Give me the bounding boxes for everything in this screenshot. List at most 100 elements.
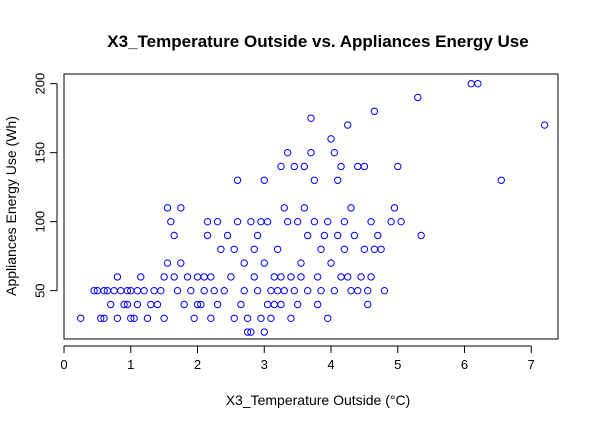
data-point (317, 245, 325, 253)
data-point (227, 273, 235, 281)
data-point (347, 204, 355, 212)
data-point (330, 148, 339, 157)
data-point (340, 217, 349, 226)
data-point (157, 286, 165, 295)
data-point (150, 286, 158, 295)
data-point (270, 300, 278, 309)
y-axis: 50 100 150 200 (33, 73, 58, 298)
data-point (280, 286, 288, 295)
data-point (257, 314, 265, 322)
data-point (267, 286, 275, 295)
data-point (130, 314, 138, 322)
data-point (344, 121, 352, 129)
data-point (113, 314, 122, 322)
data-point (133, 286, 142, 295)
data-point (200, 286, 208, 295)
data-points (76, 79, 549, 336)
data-point (190, 314, 198, 322)
data-point (123, 286, 132, 295)
data-point (340, 245, 349, 253)
data-point (140, 286, 148, 295)
data-point (323, 314, 332, 322)
x-tick-label: 7 (528, 357, 535, 372)
data-point (307, 114, 315, 122)
x-tick-label: 4 (327, 357, 334, 372)
data-point (303, 231, 312, 240)
data-point (293, 217, 302, 226)
data-point (414, 93, 422, 102)
data-point (300, 162, 309, 171)
x-tick-label: 3 (261, 357, 268, 372)
data-point (293, 300, 302, 309)
data-point (354, 286, 362, 295)
data-point (327, 135, 335, 143)
data-point (334, 231, 342, 240)
data-point (313, 300, 322, 309)
data-point (203, 217, 212, 226)
data-point (110, 286, 118, 295)
data-point (277, 273, 285, 281)
data-point (260, 328, 268, 336)
data-point (123, 300, 132, 309)
data-point (237, 300, 245, 309)
data-point (323, 217, 332, 226)
data-point (133, 300, 142, 309)
data-point (170, 273, 178, 281)
data-point (283, 217, 292, 226)
data-point (233, 217, 242, 226)
data-point (153, 300, 162, 309)
data-point (177, 204, 185, 212)
data-point (213, 217, 222, 226)
data-point (160, 273, 168, 281)
data-point (253, 286, 262, 295)
x-tick-label: 0 (60, 357, 67, 372)
data-point (310, 176, 319, 184)
data-point (394, 162, 402, 171)
data-point (180, 300, 188, 309)
data-point (360, 245, 369, 253)
data-point (263, 217, 272, 226)
data-point (303, 286, 312, 295)
data-point (160, 314, 168, 322)
data-point (317, 286, 325, 295)
data-point (233, 176, 242, 184)
data-point (380, 286, 389, 295)
data-point (390, 204, 399, 212)
data-point (260, 259, 268, 267)
data-point (273, 245, 282, 253)
data-point (300, 204, 309, 212)
x-tick-label: 1 (127, 357, 134, 372)
data-point (220, 286, 228, 295)
data-point (497, 176, 505, 184)
data-point (90, 286, 98, 295)
data-point (240, 286, 248, 295)
data-point (270, 273, 278, 281)
data-point (137, 273, 145, 281)
data-point (357, 273, 365, 281)
data-point (337, 273, 345, 281)
data-point (297, 273, 305, 281)
data-point (364, 300, 372, 309)
data-point (280, 204, 288, 212)
data-point (197, 300, 205, 309)
data-point (100, 314, 108, 322)
x-axis: 0 1 2 3 4 5 6 7 (60, 345, 535, 372)
data-point (193, 300, 202, 309)
data-point (163, 259, 172, 267)
data-point (127, 314, 135, 322)
data-point (167, 217, 175, 226)
data-point (313, 273, 322, 281)
data-point (230, 314, 238, 322)
data-point (207, 273, 215, 281)
data-point (187, 286, 195, 295)
data-point (290, 162, 299, 171)
data-point (277, 300, 285, 309)
data-point (143, 314, 152, 322)
data-point (354, 162, 362, 171)
data-point (177, 259, 185, 267)
data-point (247, 328, 255, 336)
data-point (374, 231, 382, 240)
data-point (250, 245, 258, 253)
data-point (540, 121, 549, 129)
data-point (417, 231, 425, 240)
